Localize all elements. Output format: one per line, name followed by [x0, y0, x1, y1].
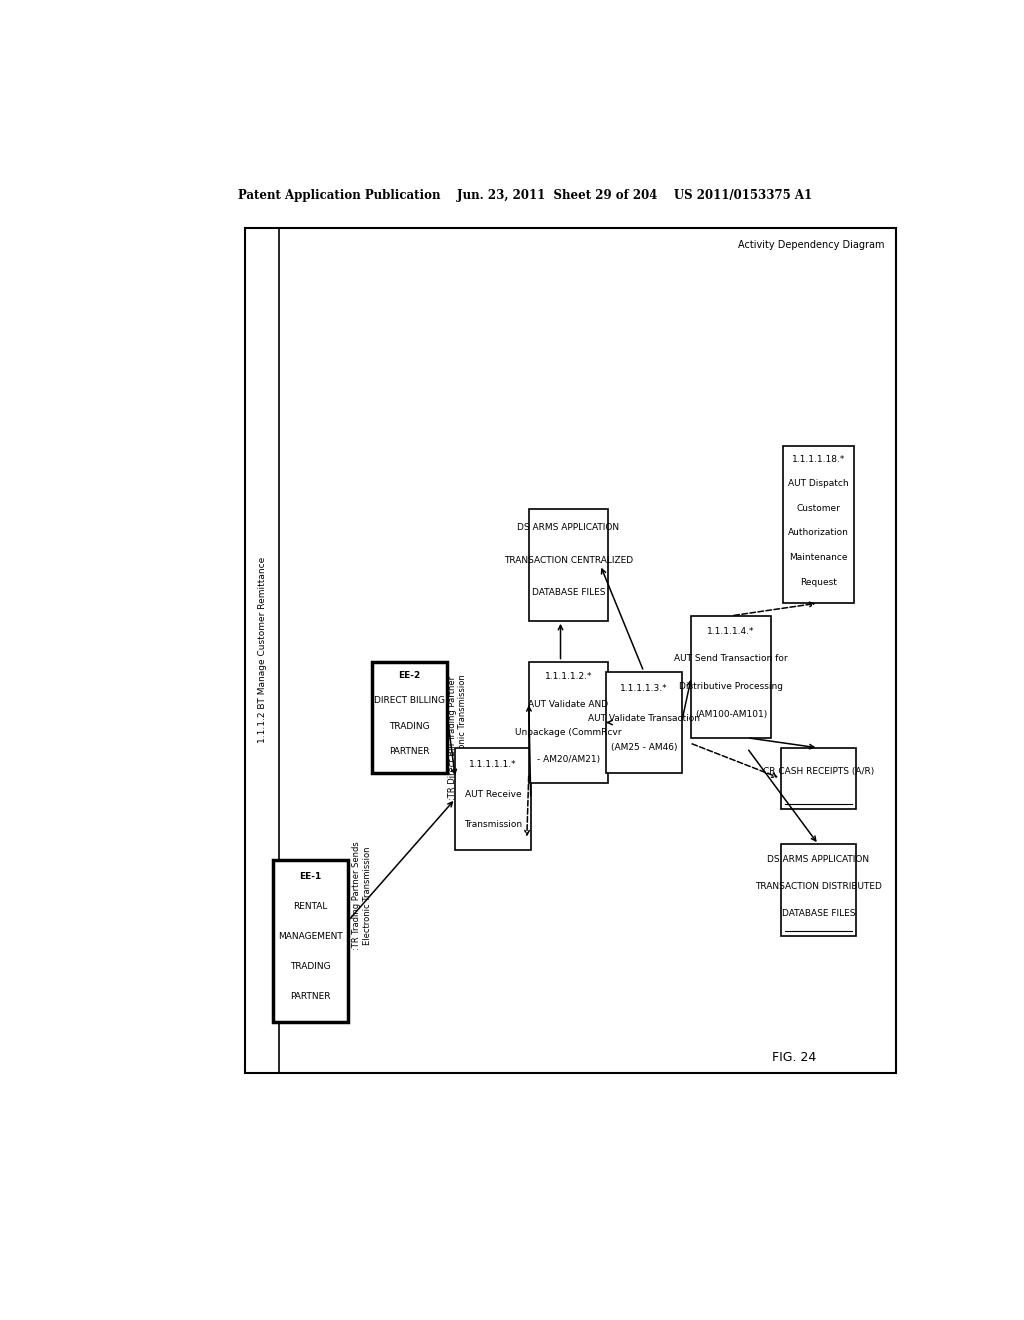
Bar: [606, 672, 682, 774]
Text: EE-2: EE-2: [398, 671, 421, 680]
Text: 1.1.1.1.2.*: 1.1.1.1.2.*: [545, 672, 592, 681]
Text: TRANSACTION DISTRIBUTED: TRANSACTION DISTRIBUTED: [755, 882, 882, 891]
Text: MANAGEMENT: MANAGEMENT: [279, 932, 343, 941]
Text: DIRECT BILLING: DIRECT BILLING: [374, 697, 445, 705]
Text: AUT Validate AND: AUT Validate AND: [528, 700, 608, 709]
Text: Distributive Processing: Distributive Processing: [679, 682, 783, 690]
Bar: [691, 615, 771, 738]
Text: Transmission: Transmission: [464, 820, 522, 829]
Text: (AM100-AM101): (AM100-AM101): [695, 710, 767, 718]
Bar: [780, 845, 856, 936]
Bar: [372, 661, 447, 774]
Text: :TR Direct Bill Trading Partner
Sends Electronic Transmission: :TR Direct Bill Trading Partner Sends El…: [447, 675, 467, 801]
Text: AUT Receive: AUT Receive: [465, 789, 521, 799]
Text: Authorization: Authorization: [788, 528, 849, 537]
Text: 1.1.1.1.3.*: 1.1.1.1.3.*: [620, 684, 668, 693]
Text: 1.1.1.1.1.*: 1.1.1.1.1.*: [469, 760, 517, 768]
Text: DATABASE FILES: DATABASE FILES: [531, 589, 605, 598]
Text: Activity Dependency Diagram: Activity Dependency Diagram: [738, 240, 885, 249]
Text: PARTNER: PARTNER: [389, 747, 430, 756]
Bar: [528, 510, 608, 620]
Text: CR CASH RECEIPTS (A/R): CR CASH RECEIPTS (A/R): [763, 767, 874, 776]
Text: AUT Validate Transaction: AUT Validate Transaction: [588, 714, 699, 722]
Text: TRADING: TRADING: [290, 962, 331, 972]
Text: EE-1: EE-1: [299, 871, 322, 880]
Text: :TR Trading Partner Sends
Electronic Transmission: :TR Trading Partner Sends Electronic Tra…: [352, 841, 372, 949]
Text: DS ARMS APPLICATION: DS ARMS APPLICATION: [767, 855, 869, 863]
Text: RENTAL: RENTAL: [293, 902, 328, 911]
Text: TRADING: TRADING: [389, 722, 430, 731]
Text: 1.1.1.2 BT Manage Customer Remittance: 1.1.1.2 BT Manage Customer Remittance: [258, 557, 266, 743]
Text: DATABASE FILES: DATABASE FILES: [781, 908, 855, 917]
Text: Patent Application Publication    Jun. 23, 2011  Sheet 29 of 204    US 2011/0153: Patent Application Publication Jun. 23, …: [238, 189, 812, 202]
Text: 1.1.1.1.18.*: 1.1.1.1.18.*: [792, 454, 845, 463]
Text: Customer: Customer: [797, 504, 841, 512]
Bar: [780, 748, 856, 809]
Text: DS ARMS APPLICATION: DS ARMS APPLICATION: [517, 523, 620, 532]
Text: FIG. 24: FIG. 24: [772, 1052, 817, 1064]
Text: Unpackage (CommRcvr: Unpackage (CommRcvr: [515, 727, 622, 737]
Bar: [246, 227, 896, 1073]
Bar: [272, 859, 348, 1022]
Text: PARTNER: PARTNER: [290, 993, 331, 1002]
Text: 1.1.1.1.4.*: 1.1.1.1.4.*: [708, 627, 755, 635]
Bar: [528, 661, 608, 784]
Text: - AM20/AM21): - AM20/AM21): [537, 755, 600, 764]
Text: Maintenance: Maintenance: [790, 553, 848, 562]
Bar: [456, 748, 530, 850]
Text: AUT Dispatch: AUT Dispatch: [788, 479, 849, 488]
Bar: [782, 446, 854, 603]
Text: AUT Send Transaction for: AUT Send Transaction for: [675, 655, 787, 663]
Text: (AM25 - AM46): (AM25 - AM46): [610, 743, 677, 752]
Text: TRANSACTION CENTRALIZED: TRANSACTION CENTRALIZED: [504, 556, 633, 565]
Text: Request: Request: [800, 578, 837, 586]
